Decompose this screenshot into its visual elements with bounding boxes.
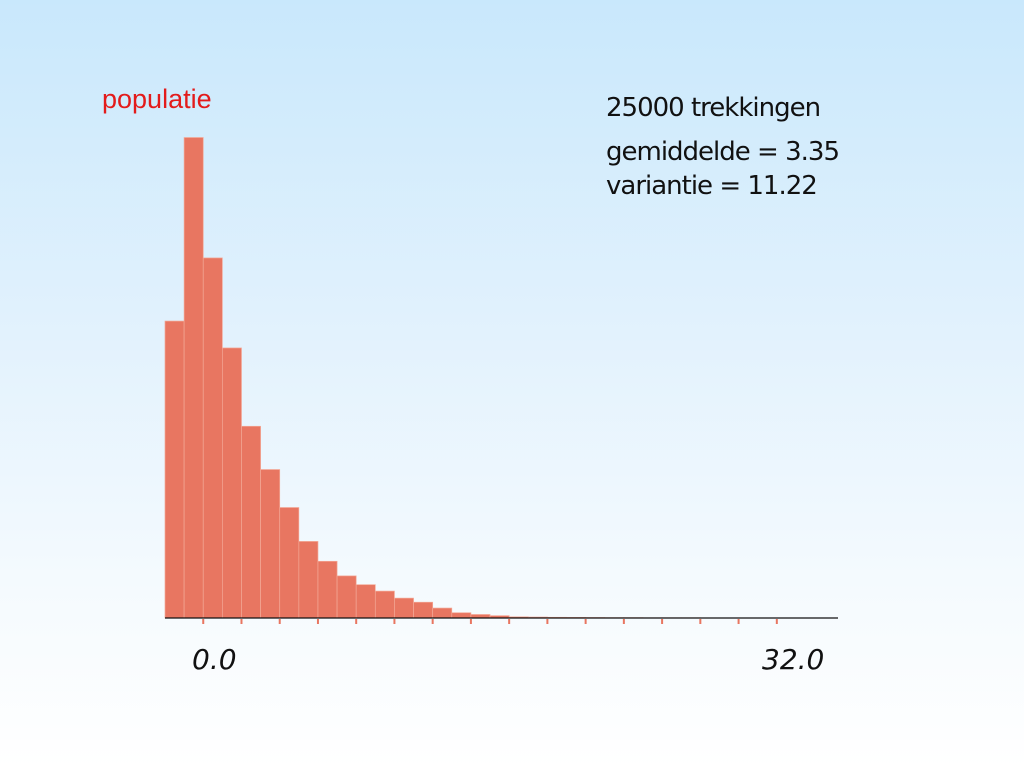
bars-group [164, 137, 835, 619]
x-ticks-group [202, 619, 778, 624]
histogram-bar [432, 607, 453, 619]
mean-text: gemiddelde = 3.35 [606, 137, 840, 167]
histogram-bar [241, 425, 261, 619]
histogram-bar [355, 584, 376, 619]
histogram-bar [394, 597, 414, 619]
y-axis-label: populatie [102, 84, 212, 114]
histogram-bar [317, 560, 338, 619]
histogram-bar [451, 612, 472, 619]
variance-text: variantie = 11.22 [606, 171, 818, 201]
histogram-bar [298, 541, 319, 619]
x-tick-label-max: 32.0 [762, 643, 825, 676]
histogram-bar [164, 320, 185, 619]
histogram-bar [183, 137, 204, 619]
histogram-bar [374, 590, 395, 619]
histogram-bar [222, 347, 242, 619]
x-tick-label-min: 0.0 [192, 643, 237, 676]
histogram-bar [260, 469, 281, 619]
histogram-bar [202, 257, 223, 619]
draws-count-text: 25000 trekkingen [606, 93, 821, 123]
histogram-bar [413, 601, 434, 619]
histogram-bar [336, 575, 357, 619]
histogram-bar [279, 507, 300, 619]
